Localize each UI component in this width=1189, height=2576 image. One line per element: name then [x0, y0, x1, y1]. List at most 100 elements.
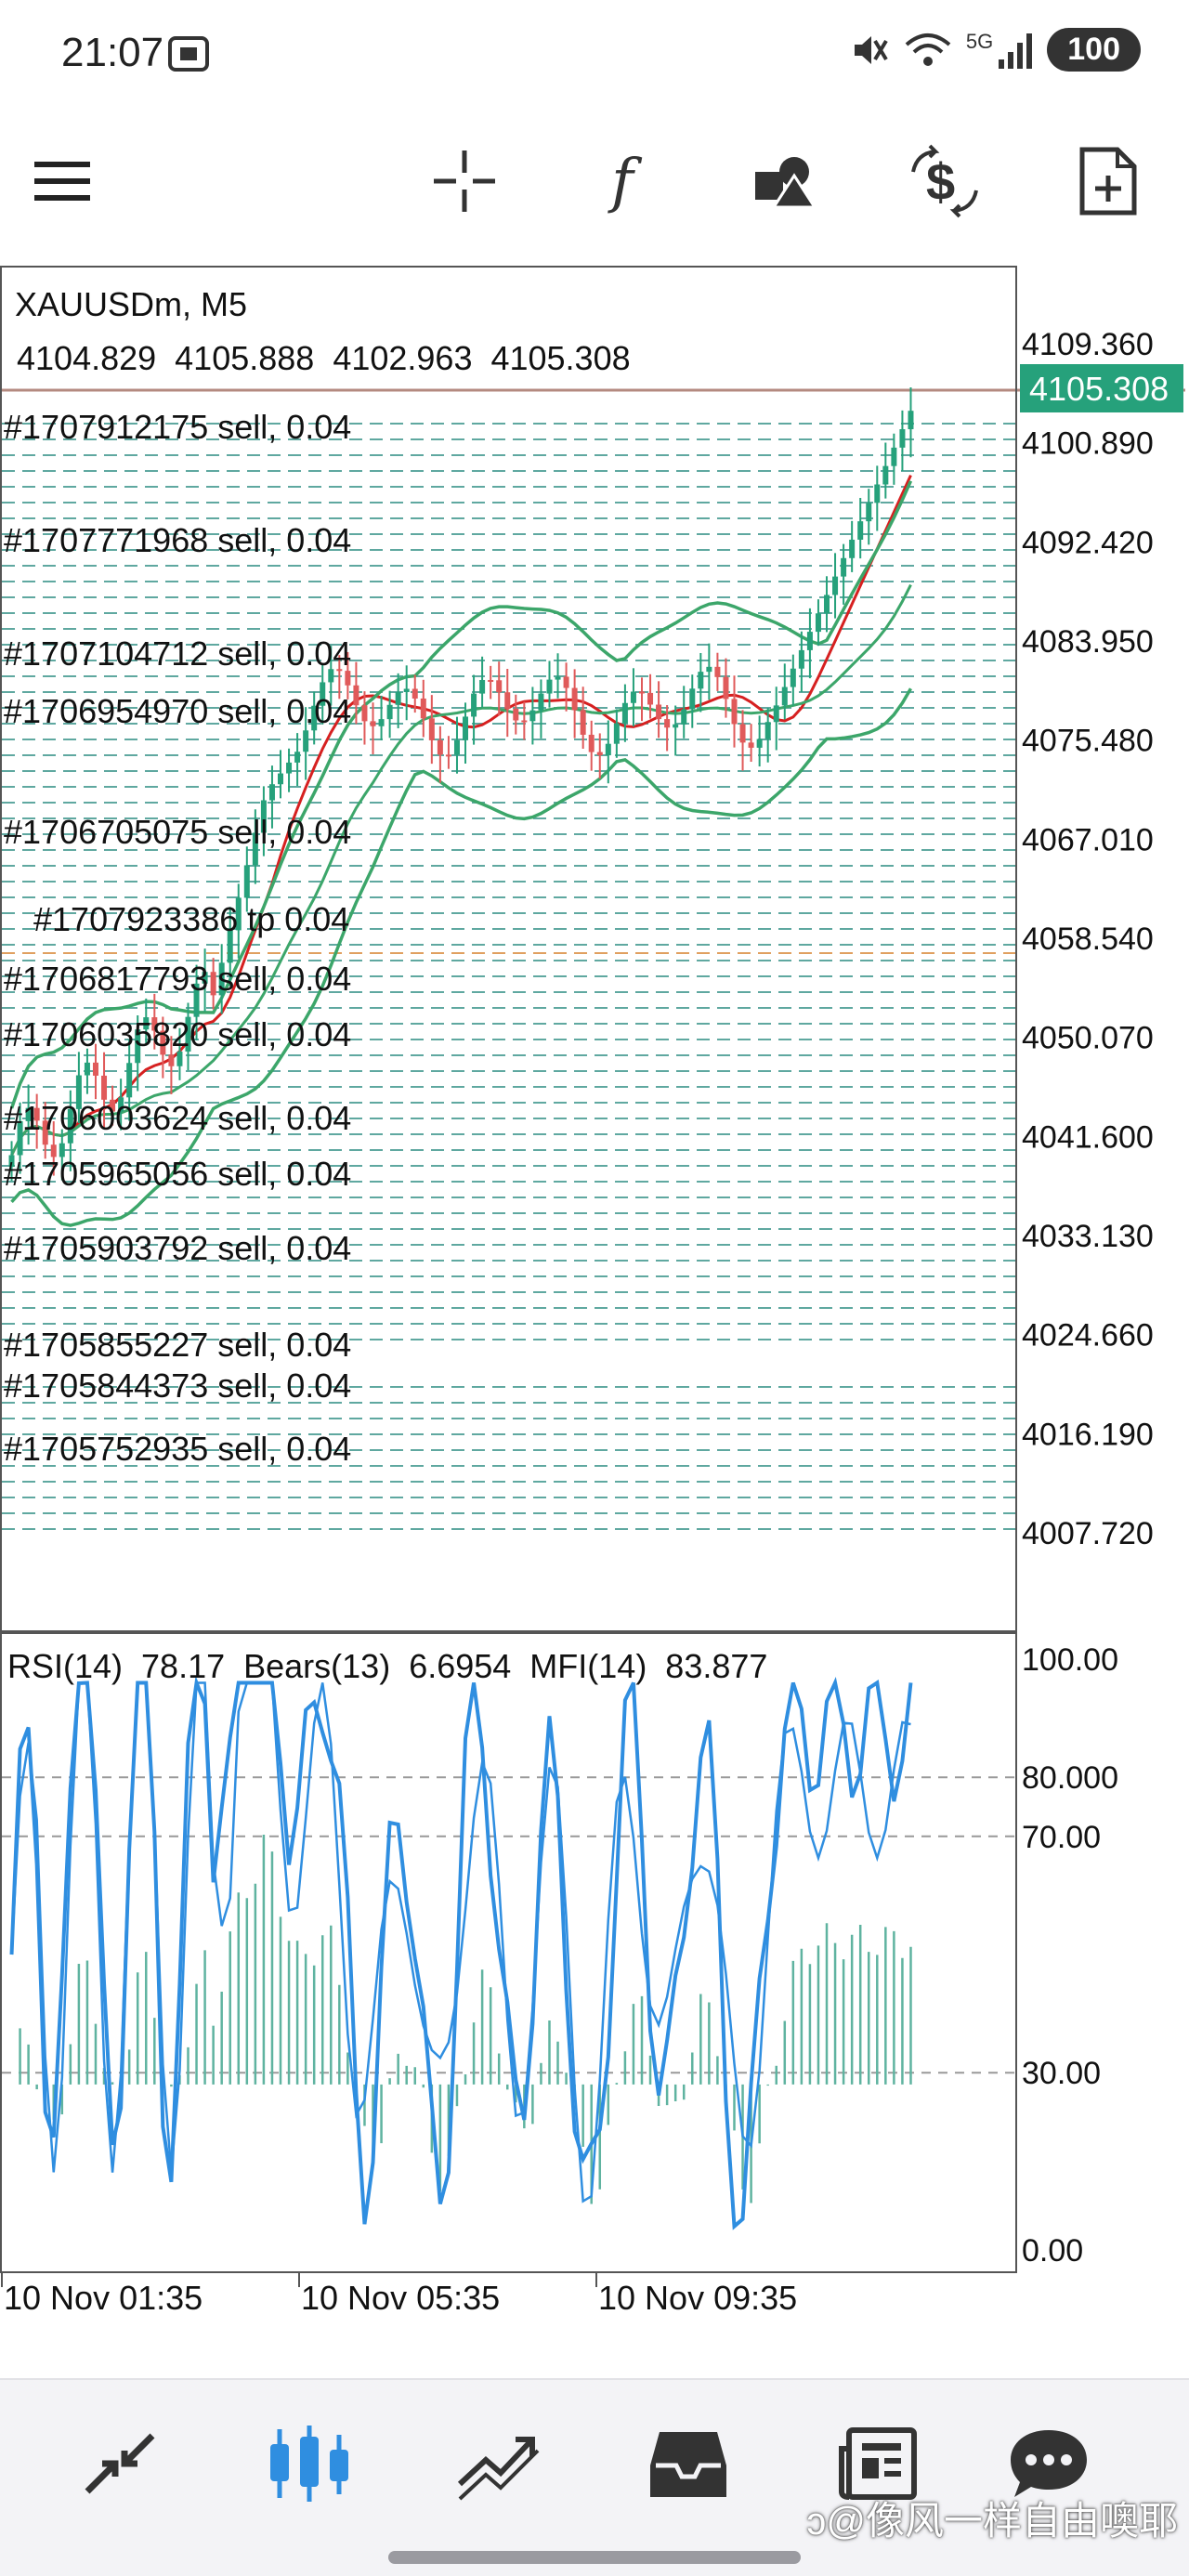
candle-body [185, 1016, 191, 1052]
price-axis-label: 4100.890 [1022, 426, 1154, 462]
candle-body [891, 447, 897, 466]
candle-body [790, 668, 796, 687]
candle-body [698, 672, 704, 689]
ohlc-values: 4104.829 4105.888 4102.963 4105.308 [17, 339, 631, 377]
main-chart-frame [0, 266, 1017, 1632]
bottom-navigation: ↄ@像风一样自由噢耶 [0, 2378, 1189, 2576]
nav-news[interactable] [827, 2417, 929, 2510]
candle-body [160, 1030, 166, 1055]
candle-body [841, 557, 847, 577]
chart-canvas[interactable]: #1707912175 sell, 0.04 #1707771968 sell, … [0, 266, 1189, 2319]
watermark: ↄ@像风一样自由噢耶 [806, 2499, 1178, 2543]
candle-body [252, 832, 258, 866]
candle-body [311, 705, 318, 731]
moving-average [10, 474, 912, 1157]
candle-body [638, 691, 645, 694]
candle-body [386, 704, 393, 720]
trade-icon [457, 2437, 540, 2501]
svg-text:$: $ [926, 152, 955, 211]
nav-chat[interactable] [998, 2417, 1100, 2510]
order-label: #1707104712 sell, 0.04 [4, 634, 351, 673]
candle-body [824, 595, 830, 614]
candle-body [731, 699, 738, 725]
crosshair-icon [434, 150, 495, 212]
candle-body [555, 676, 561, 680]
candle-body [42, 1120, 48, 1145]
candle-body [243, 865, 250, 898]
candle-body [361, 705, 368, 722]
quotes-icon [85, 2433, 155, 2494]
price-axis-label: 4075.480 [1022, 724, 1154, 759]
chart-icon [270, 2426, 348, 2502]
candle-body [882, 465, 889, 485]
indicators-button[interactable]: f [581, 139, 664, 223]
price-axis-label: 4067.010 [1022, 822, 1154, 857]
rsi-line [10, 1681, 911, 2203]
candle-body [521, 720, 528, 723]
crosshair-button[interactable] [423, 139, 506, 223]
menu-button[interactable] [20, 139, 104, 223]
status-time: 21:07 [61, 30, 164, 75]
candle-body [714, 666, 721, 677]
price-axis-label: 4109.360 [1022, 327, 1154, 362]
candle-body [899, 429, 906, 448]
candle-body [689, 688, 696, 710]
candle-body [656, 704, 662, 720]
nav-history[interactable] [637, 2417, 739, 2510]
objects-icon [755, 157, 817, 209]
band-upper [9, 480, 913, 1109]
order-label: #1705965056 sell, 0.04 [4, 1155, 351, 1193]
candle-body [764, 722, 771, 739]
price-axis-label: 4083.950 [1022, 624, 1154, 660]
news-icon [839, 2427, 917, 2500]
candle-body [488, 679, 494, 682]
candle-body [218, 962, 225, 996]
candle-body [445, 754, 451, 757]
candle-body [135, 1029, 141, 1064]
current-price: 4105.308 [1029, 370, 1169, 408]
candle-body [403, 688, 410, 693]
nav-trade[interactable] [448, 2417, 550, 2510]
candle-body [320, 682, 326, 706]
mfi-line [9, 1675, 913, 2230]
order-label: #1706817793 sell, 0.04 [4, 960, 351, 998]
candle-body [294, 752, 301, 763]
candle-body [33, 1107, 40, 1121]
candle-body [151, 1017, 158, 1031]
current-price-tag [1020, 364, 1183, 412]
candle-body [303, 730, 309, 752]
candle-body [126, 1063, 133, 1098]
candle-body [563, 676, 569, 688]
objects-button[interactable] [743, 139, 827, 223]
screenshot-icon [168, 36, 209, 72]
candle-body [857, 521, 864, 540]
candle-body [345, 671, 351, 686]
trade-icon: $ [911, 144, 978, 218]
candle-body [59, 1143, 65, 1157]
candle-body [8, 1155, 15, 1168]
candle-body [538, 693, 544, 711]
candle-body [67, 1108, 73, 1144]
trade-button[interactable]: $ [903, 139, 986, 223]
candle-body [664, 719, 671, 728]
candle-body [210, 972, 216, 996]
order-label: #1706705075 sell, 0.04 [4, 813, 351, 851]
candle-body [723, 676, 729, 700]
menu-icon [34, 162, 90, 201]
candle-body [706, 666, 712, 673]
chat-icon [1011, 2430, 1087, 2497]
candle-body [453, 739, 460, 755]
candle-body [471, 693, 477, 717]
new-order-button[interactable] [1066, 139, 1150, 223]
order-label: #1705855227 sell, 0.04 [4, 1326, 351, 1364]
chart-area[interactable]: #1707912175 sell, 0.04 #1707771968 sell, … [0, 266, 1189, 2319]
history-icon [650, 2432, 726, 2497]
time-axis-label: 10 Nov 01:35 [4, 2279, 203, 2317]
home-indicator[interactable] [388, 2551, 801, 2564]
nav-chart[interactable] [258, 2417, 360, 2510]
price-axis-label: 4058.540 [1022, 922, 1154, 957]
candle-body [268, 784, 275, 801]
signal-icon [999, 33, 1033, 69]
candle-body [202, 972, 208, 984]
nav-quotes[interactable] [69, 2417, 171, 2510]
